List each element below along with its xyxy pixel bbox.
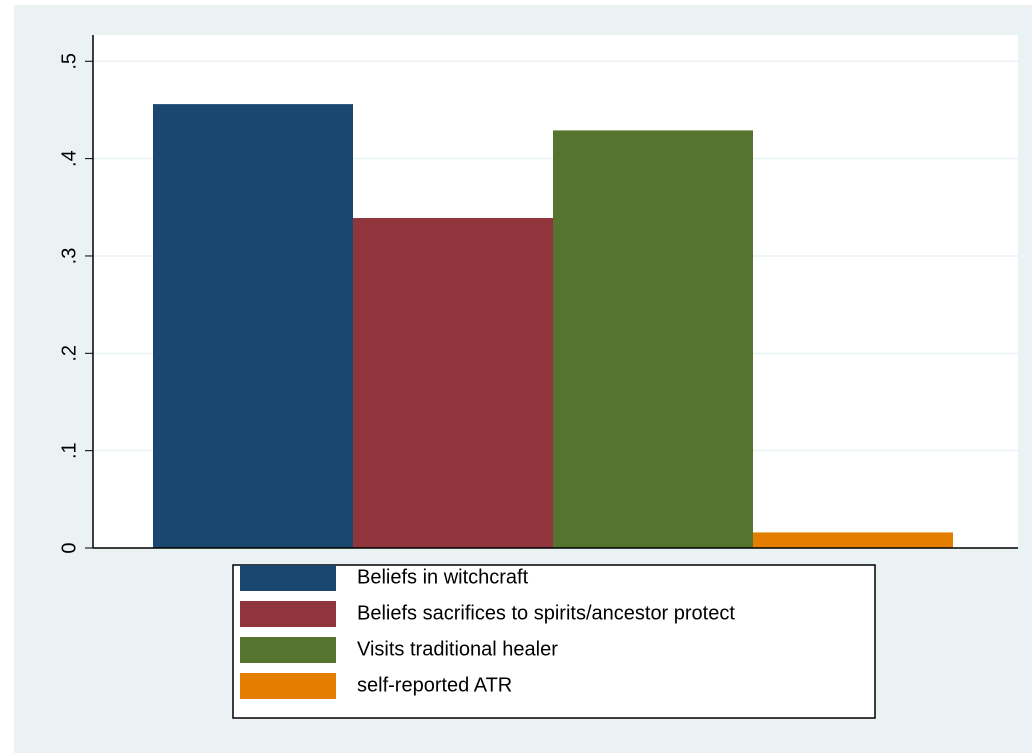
y-tick-label: .3 xyxy=(58,248,80,265)
legend-swatch xyxy=(240,673,336,699)
legend-label: Beliefs in witchcraft xyxy=(357,566,529,588)
legend-label: self-reported ATR xyxy=(357,674,512,696)
y-tick-label: .5 xyxy=(58,53,80,70)
bar xyxy=(753,532,953,548)
legend-swatch xyxy=(240,565,336,591)
y-tick-label: 0 xyxy=(58,542,80,553)
y-tick-label: .2 xyxy=(58,345,80,362)
y-tick-label: .4 xyxy=(58,150,80,167)
legend-swatch xyxy=(240,637,336,663)
legend-box xyxy=(232,564,876,719)
legend-label: Beliefs sacrifices to spirits/ancestor p… xyxy=(357,602,735,624)
bar xyxy=(553,130,753,548)
legend-label: Visits traditional healer xyxy=(357,638,558,660)
bar xyxy=(353,218,553,549)
bar xyxy=(153,104,353,548)
legend-swatch xyxy=(240,601,336,627)
y-tick-label: .1 xyxy=(58,442,80,459)
